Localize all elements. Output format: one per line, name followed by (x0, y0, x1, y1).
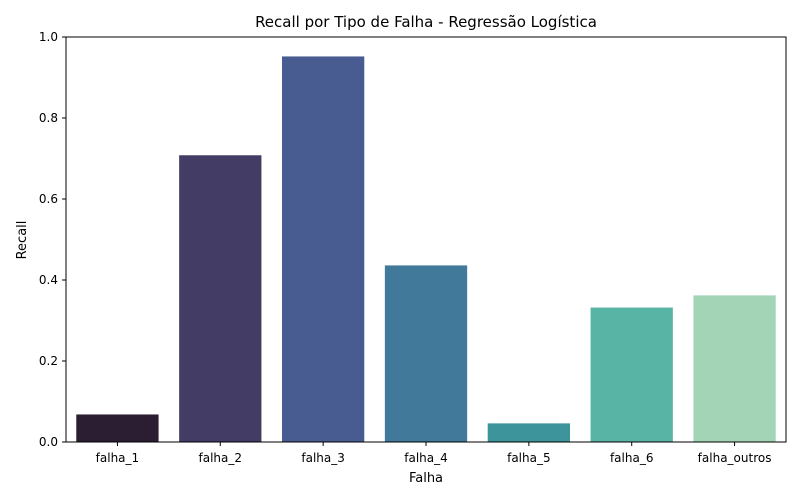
y-tick-label: 0.6 (39, 192, 58, 206)
y-axis-label: Recall (15, 221, 30, 260)
x-axis-label: Falha (409, 471, 443, 486)
bar-falha_outros (693, 295, 776, 442)
bar-falha_5 (487, 423, 570, 442)
x-tick-label: falha_2 (199, 451, 243, 465)
bar-falha_2 (179, 155, 262, 442)
x-tick-label: falha_1 (96, 451, 140, 465)
y-tick-label: 0.8 (39, 111, 58, 125)
bar-falha_3 (282, 56, 365, 442)
bar-falha_6 (590, 307, 673, 442)
x-tick-label: falha_4 (404, 451, 448, 465)
plot-frame (65, 36, 787, 443)
y-tick-label: 0.0 (39, 435, 58, 449)
x-tick-label: falha_5 (507, 451, 551, 465)
bar-falha_4 (384, 265, 468, 442)
y-tick-label: 0.4 (39, 273, 58, 287)
x-tick-label: falha_outros (698, 451, 772, 465)
y-tick-label: 0.2 (39, 354, 58, 368)
plot-area: falha_1 falha_2 falha_3 falha_4 falha_5 falha… (39, 30, 776, 465)
y-tick-label: 1.0 (39, 30, 58, 44)
chart-title: Recall por Tipo de Falha - Regressão Log… (255, 13, 597, 31)
bar-falha_1 (76, 414, 159, 442)
x-tick-label: falha_6 (610, 451, 654, 465)
x-tick-label: falha_3 (301, 451, 345, 465)
